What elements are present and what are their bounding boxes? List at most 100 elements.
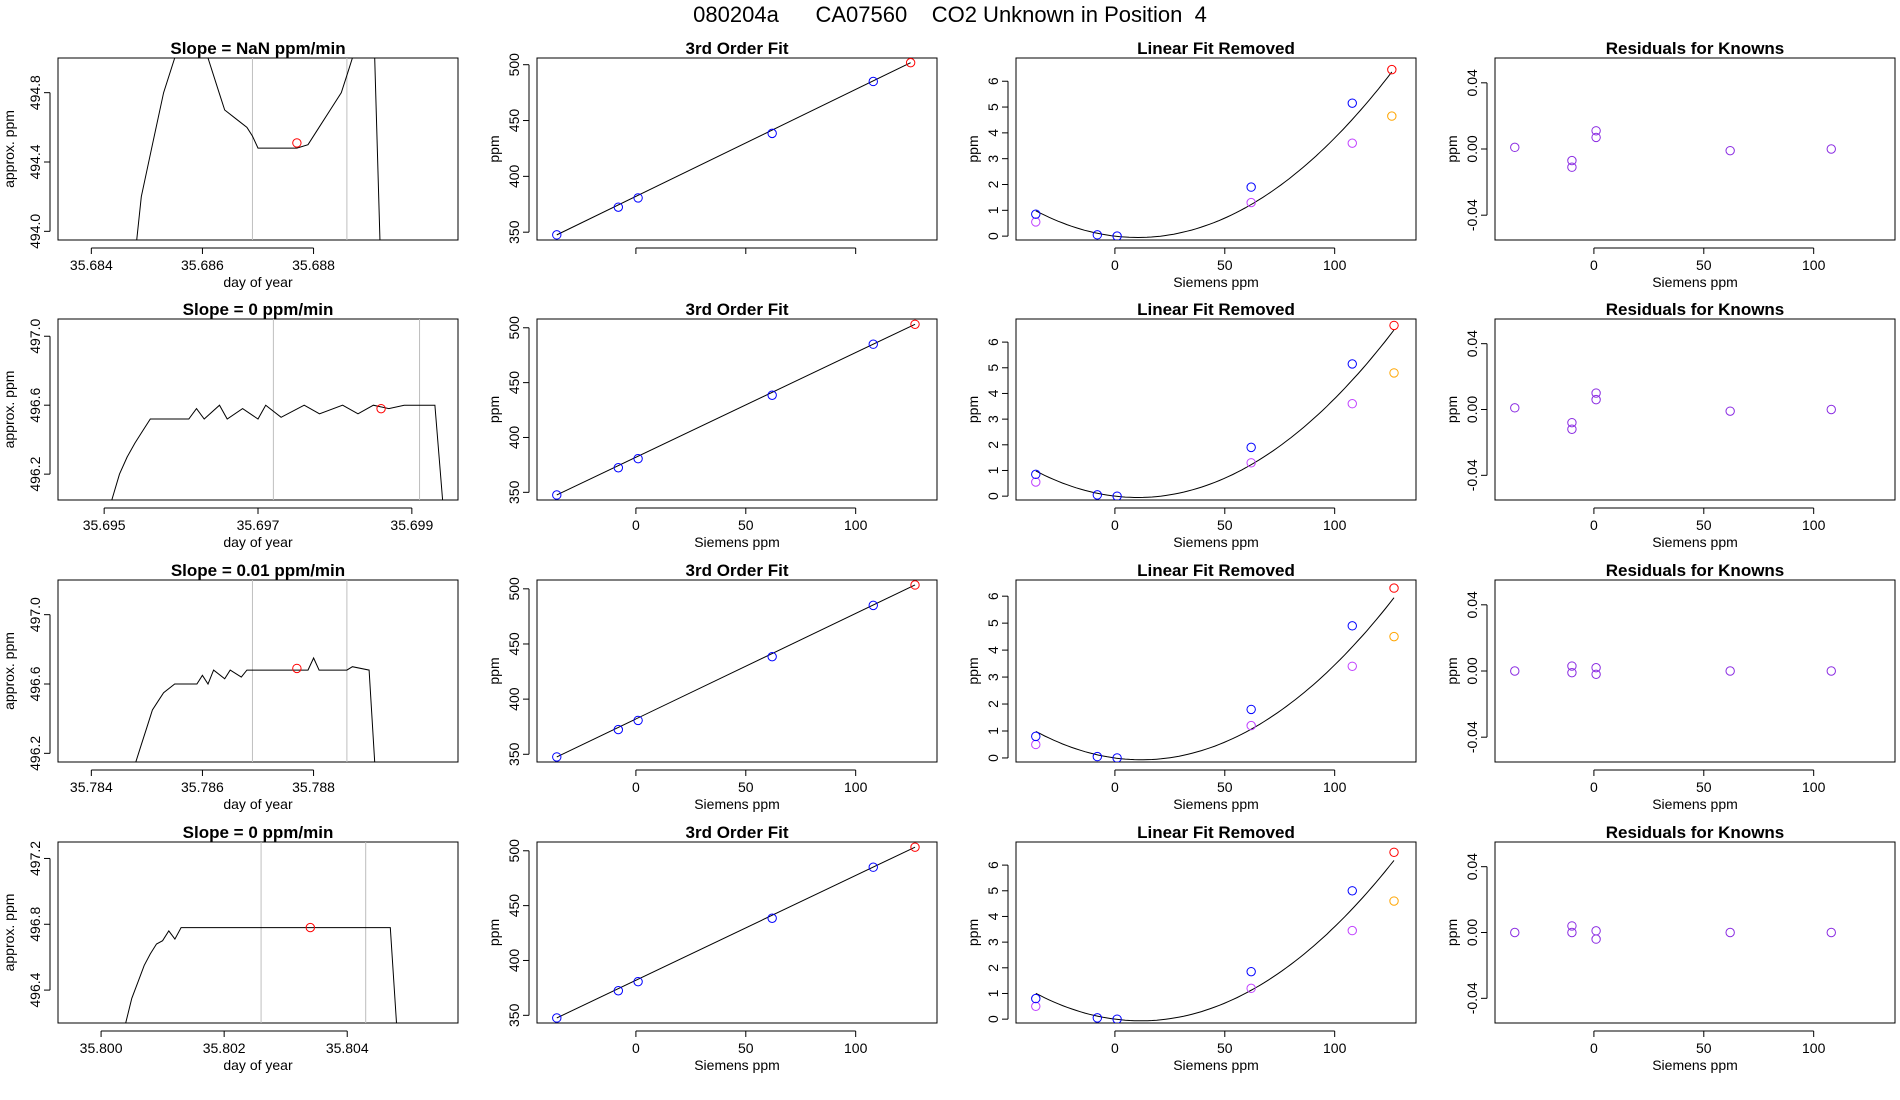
residual-point bbox=[1567, 667, 1577, 678]
y-tick-label: 3 bbox=[985, 938, 1001, 946]
y-tick-label: 4 bbox=[985, 129, 1001, 137]
x-tick-label: 0 bbox=[1590, 257, 1598, 273]
y-tick-label: 1 bbox=[985, 466, 1001, 474]
y-axis-title: ppm bbox=[965, 919, 981, 946]
orange-point bbox=[1389, 631, 1399, 642]
plot-frame bbox=[1015, 841, 1417, 1024]
x-tick-label: 0 bbox=[632, 779, 640, 795]
residual-point bbox=[1591, 126, 1601, 136]
known-point bbox=[1246, 966, 1256, 977]
x-tick-label: 100 bbox=[1802, 779, 1826, 795]
x-axis: 0 50 100 bbox=[1590, 507, 1826, 533]
concentration-trace bbox=[135, 656, 376, 762]
x-tick-label: 50 bbox=[1217, 779, 1233, 795]
y-tick-label: -0.04 bbox=[1464, 199, 1480, 231]
x-axis-title: Siemens ppm bbox=[694, 1057, 780, 1073]
y-axis: 0 1 2 3 4 5 6 bbox=[985, 338, 1009, 500]
y-tick-label: 0.04 bbox=[1464, 853, 1480, 880]
y-tick-label: 496.4 bbox=[27, 972, 43, 1007]
plot-frame bbox=[1015, 318, 1417, 501]
known-point bbox=[552, 490, 562, 500]
x-axis: 35.695 35.697 35.699 bbox=[83, 507, 433, 533]
panel-title: 3rd Order Fit bbox=[686, 561, 789, 580]
panel-r3-c1: Slope = 0.01 ppm/min 35.784 35.786 35.788da… bbox=[1, 561, 459, 812]
y-tick-label: 0 bbox=[985, 492, 1001, 500]
known-point bbox=[1246, 182, 1256, 192]
residual-point bbox=[1591, 669, 1601, 680]
known-point bbox=[1092, 751, 1103, 762]
y-tick-label: 400 bbox=[506, 164, 522, 188]
x-tick-label: 100 bbox=[844, 779, 868, 795]
known-point bbox=[1246, 704, 1256, 715]
plot-area bbox=[1510, 921, 1836, 944]
concentration-trace bbox=[125, 927, 397, 1023]
y-tick-label: 400 bbox=[506, 949, 522, 973]
x-tick-label: 35.699 bbox=[390, 517, 433, 533]
plot-area bbox=[552, 319, 920, 500]
y-axis-title: ppm bbox=[486, 135, 502, 162]
y-axis: 0 1 2 3 4 5 6 bbox=[985, 77, 1009, 240]
panel-title: Linear Fit Removed bbox=[1137, 300, 1295, 319]
x-axis: 0 50 100 bbox=[1111, 1030, 1347, 1056]
x-axis: 0 50 100 bbox=[1590, 769, 1826, 795]
x-tick-label: 100 bbox=[844, 517, 868, 533]
y-axis-title: approx. ppm bbox=[1, 894, 17, 972]
residual-point bbox=[1725, 145, 1735, 156]
residual-point bbox=[1725, 666, 1735, 676]
residual-point bbox=[1567, 424, 1577, 434]
residual-point bbox=[1591, 132, 1601, 143]
x-tick-label: 35.804 bbox=[326, 1040, 369, 1056]
known-point bbox=[1347, 886, 1357, 896]
unknown-point bbox=[1387, 64, 1397, 75]
y-axis-title: ppm bbox=[486, 657, 502, 684]
y-tick-label: 0.00 bbox=[1464, 657, 1480, 684]
panel-title: Slope = 0 ppm/min bbox=[183, 823, 334, 842]
x-axis-title: day of year bbox=[223, 796, 293, 812]
x-axis-title: Siemens ppm bbox=[694, 534, 780, 550]
residual-point bbox=[1567, 162, 1577, 172]
y-axis-title: ppm bbox=[965, 396, 981, 423]
residual-point bbox=[1826, 927, 1836, 938]
plot-frame bbox=[57, 57, 459, 241]
residual-point bbox=[1826, 404, 1836, 415]
plot-area bbox=[1510, 388, 1836, 434]
plot-area bbox=[552, 58, 916, 240]
y-tick-label: 500 bbox=[506, 53, 522, 77]
plot-frame bbox=[1494, 579, 1896, 763]
plot-frame bbox=[536, 579, 938, 763]
linear-removed-point bbox=[1031, 739, 1041, 750]
unknown-point bbox=[910, 842, 920, 852]
y-tick-label: 494.8 bbox=[27, 75, 43, 110]
x-tick-label: 50 bbox=[1217, 257, 1233, 273]
known-point bbox=[1031, 469, 1041, 480]
unknown-marker bbox=[292, 663, 302, 674]
known-point bbox=[1092, 490, 1103, 500]
known-point bbox=[767, 913, 777, 923]
fit-line bbox=[556, 62, 911, 236]
unknown-point bbox=[910, 580, 920, 590]
known-point bbox=[1347, 98, 1357, 108]
x-axis bbox=[635, 247, 857, 254]
residual-point bbox=[1567, 155, 1577, 166]
y-tick-label: 6 bbox=[985, 77, 1001, 85]
residual-point bbox=[1567, 921, 1577, 931]
orange-point bbox=[1389, 368, 1399, 378]
x-tick-label: 100 bbox=[1323, 1040, 1347, 1056]
panel-title: Linear Fit Removed bbox=[1137, 823, 1295, 842]
x-axis: 0 50 100 bbox=[632, 1030, 868, 1056]
y-tick-label: 1 bbox=[985, 206, 1001, 214]
x-tick-label: 35.695 bbox=[83, 517, 126, 533]
y-axis: -0.04 0.00 0.04 bbox=[1464, 69, 1488, 231]
plot-area bbox=[1031, 320, 1399, 500]
x-axis: 0 50 100 bbox=[1111, 769, 1347, 795]
x-axis-title: Siemens ppm bbox=[1652, 1057, 1738, 1073]
plot-frame bbox=[57, 841, 459, 1024]
fit-curve bbox=[1035, 329, 1395, 498]
y-tick-label: 450 bbox=[506, 632, 522, 656]
y-axis: -0.04 0.00 0.04 bbox=[1464, 591, 1488, 753]
concentration-trace bbox=[111, 404, 444, 500]
residual-point bbox=[1567, 417, 1577, 428]
y-tick-label: 4 bbox=[985, 912, 1001, 920]
residual-point bbox=[1510, 666, 1520, 676]
